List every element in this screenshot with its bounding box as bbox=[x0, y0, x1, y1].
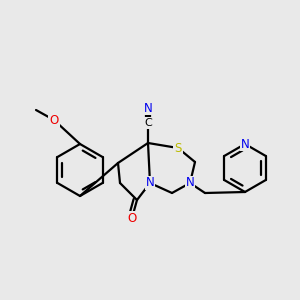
Text: N: N bbox=[144, 101, 152, 115]
Text: O: O bbox=[128, 212, 136, 224]
Text: N: N bbox=[241, 137, 249, 151]
Text: C: C bbox=[144, 118, 152, 128]
Text: S: S bbox=[174, 142, 182, 154]
Text: O: O bbox=[50, 113, 58, 127]
Text: N: N bbox=[186, 176, 194, 190]
Text: N: N bbox=[146, 176, 154, 190]
